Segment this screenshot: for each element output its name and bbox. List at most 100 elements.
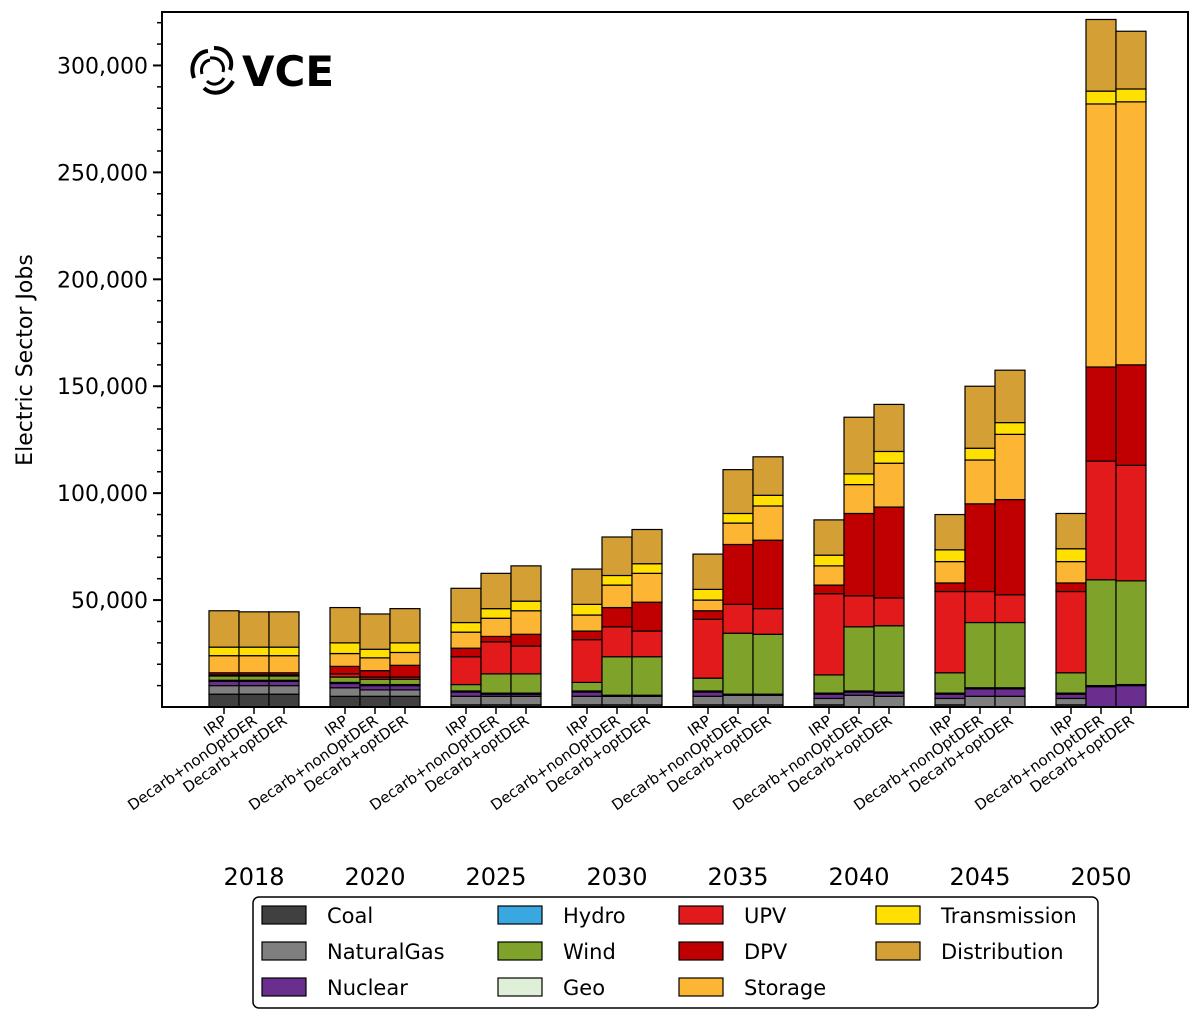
x-axis: IRPDecarb+nonOptDERDecarb+optDER2018IRPD… [124,707,1137,891]
legend: Coal NaturalGas Nuclear Hydro Wind Geo UPV DPV S… [252,896,1099,1009]
bar-segment-storage-2030-decarb-nonoptder [601,584,633,609]
group-label-2035: 2035 [707,863,768,891]
bar-segment-distribution-2025-irp [450,587,482,624]
bar-segment-naturalgas-2025-irp [450,695,482,706]
bar-segment-nuclear-2018-decarb-nonoptder [238,680,270,687]
bar-segment-dpv-2045-decarb-optder [994,498,1026,596]
bar-segment-nuclear-2040-irp [813,693,845,700]
bar-segment-nuclear-2018-irp [208,680,240,687]
bar-segment-distribution-2050-decarb-optder [1115,30,1147,90]
bar-segment-storage-2050-irp [1055,560,1087,584]
bar-segment-transmission-2018-decarb-optder [268,646,300,657]
bar-segment-storage-2025-irp [450,631,482,649]
bar-segment-wind-2035-irp [692,677,724,692]
bar-segment-naturalgas-2040-irp [813,697,845,706]
bar-segment-coal-2020-decarb-nonoptder [359,695,391,708]
bar-segment-wind-2035-decarb-nonoptder [722,632,754,695]
bar-segment-transmission-2050-irp [1055,548,1087,563]
bar-segment-nuclear-2045-irp [934,693,966,700]
bar-segment-nuclear-2020-decarb-nonoptder [359,685,391,691]
bar-segment-wind-2040-decarb-optder [873,625,905,693]
bar-segment-upv-2040-irp [813,593,845,676]
legend-label-nuclear: Nuclear [327,976,408,1000]
bar-segment-dpv-2025-decarb-nonoptder [480,635,512,643]
bar-segment-nuclear-2018-decarb-optder [268,680,300,687]
bar-segment-naturalgas-2035-decarb-optder [752,694,784,706]
bar-segment-distribution-2045-decarb-nonoptder [964,385,996,449]
bar-segment-dpv-2050-decarb-nonoptder [1085,366,1117,462]
bar-segment-distribution-2040-irp [813,519,845,556]
legend-label-naturalgas: NaturalGas [327,940,445,964]
bar-segment-dpv-2040-irp [813,584,845,595]
y-tick-label: 200,000 [57,268,148,293]
bar-segment-wind-2045-irp [934,672,966,694]
bar-segment-transmission-2018-irp [208,646,240,657]
logo-text: VCE [242,47,334,96]
bar-segment-wind-2020-irp [329,676,361,684]
bar-segment-distribution-2030-decarb-nonoptder [601,536,633,577]
bar-segment-naturalgas-2050-irp [1055,697,1087,706]
bar-segment-transmission-2030-decarb-optder [631,563,663,574]
bar-segment-dpv-2030-decarb-optder [631,601,663,632]
bar-segment-storage-2020-decarb-optder [389,651,421,666]
bar-segment-distribution-2035-decarb-nonoptder [722,469,754,515]
bar-segment-wind-2050-decarb-optder [1115,580,1147,686]
y-tick-label: 50,000 [71,589,148,614]
bar-segment-upv-2045-decarb-optder [994,594,1026,624]
bar-segment-naturalgas-2030-decarb-nonoptder [601,695,633,706]
bar-segment-nuclear-2050-irp [1055,693,1087,700]
bar-segment-upv-2050-decarb-optder [1115,464,1147,582]
bar-segment-naturalgas-2020-decarb-nonoptder [359,689,391,697]
bar-segment-dpv-2045-decarb-nonoptder [964,503,996,593]
bar-segment-transmission-2030-decarb-nonoptder [601,574,633,586]
bar-segment-wind-2025-decarb-optder [510,673,542,694]
bar-segment-transmission-2018-decarb-nonoptder [238,646,270,657]
bar-segment-distribution-2025-decarb-optder [510,565,542,602]
bar-segment-naturalgas-2045-irp [934,697,966,706]
legend-swatch-wind [497,941,543,961]
bar-segment-naturalgas-2018-decarb-nonoptder [238,685,270,695]
bar-segment-storage-2025-decarb-optder [510,610,542,635]
bar-segment-naturalgas-2040-decarb-nonoptder [843,694,875,708]
bar-segment-nuclear-2045-decarb-nonoptder [964,688,996,697]
y-axis-title: Electric Sector Jobs [13,254,38,466]
bar-segment-storage-2025-decarb-nonoptder [480,617,512,638]
legend-swatch-geo [497,977,543,997]
bar-segment-naturalgas-2045-decarb-optder [994,695,1026,708]
bar-segment-upv-2045-irp [934,590,966,674]
bar-segment-naturalgas-2035-decarb-nonoptder [722,694,754,706]
bar-segment-distribution-2050-irp [1055,512,1087,550]
legend-label-geo: Geo [563,976,605,1000]
bar-segment-upv-2035-decarb-nonoptder [722,603,754,634]
bar-segment-transmission-2020-decarb-optder [389,642,421,654]
legend-label-upv: UPV [744,904,787,928]
bar-segment-wind-2025-irp [450,683,482,692]
legend-label-dpv: DPV [744,940,788,964]
bar-segment-storage-2018-irp [208,655,240,674]
bar-segment-wind-2035-decarb-optder [752,633,784,695]
bar-segment-transmission-2035-decarb-optder [752,494,784,507]
bar-segment-distribution-2030-irp [571,568,603,605]
bar-segment-distribution-2045-decarb-optder [994,369,1026,424]
bar-segment-storage-2030-decarb-optder [631,572,663,603]
bar-segment-wind-2045-decarb-nonoptder [964,621,996,689]
bar-segment-storage-2040-decarb-optder [873,462,905,508]
vce-logo: VCE [190,46,334,96]
bar-segment-wind-2040-irp [813,674,845,694]
bar-segment-naturalgas-2025-decarb-nonoptder [480,695,512,706]
bar-segment-transmission-2040-decarb-nonoptder [843,473,875,486]
bar-segment-transmission-2040-irp [813,554,845,567]
y-tick-label: 300,000 [57,54,148,79]
legend-swatch-transmission [875,905,921,925]
x-tick-label: Decarb+nonOptDER [124,712,260,815]
bar-segment-distribution-2018-decarb-nonoptder [238,611,270,648]
group-label-2040: 2040 [828,863,889,891]
legend-swatch-storage [678,977,724,997]
bar-segment-dpv-2030-decarb-nonoptder [601,606,633,628]
bar-segment-upv-2050-decarb-nonoptder [1085,460,1117,581]
group-label-2025: 2025 [465,863,526,891]
bar-segment-upv-2035-irp [692,618,724,679]
y-axis: 50,000 100,000 150,000 200,000 250,000 300,00… [57,21,162,687]
legend-swatch-naturalgas [261,941,307,961]
legend-swatch-nuclear [261,977,307,997]
